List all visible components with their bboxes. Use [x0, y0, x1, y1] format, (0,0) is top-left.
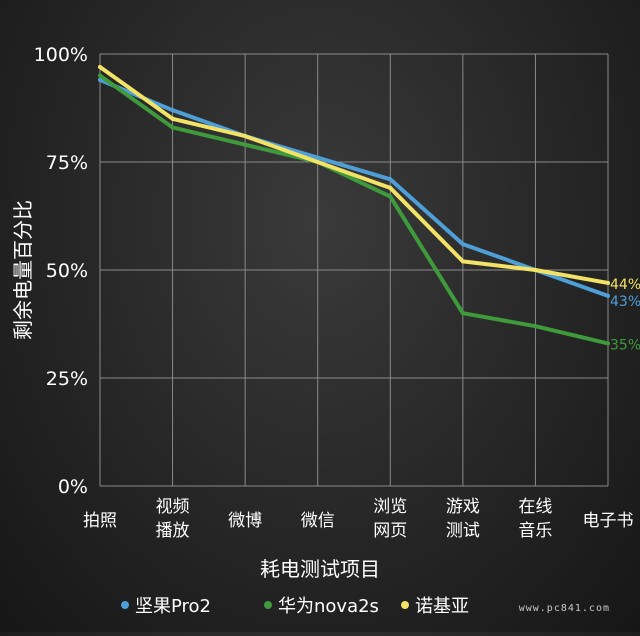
series-line-2 — [98, 64, 610, 285]
data-point — [388, 177, 393, 182]
end-value-label: 35% — [610, 337, 640, 353]
data-point — [315, 160, 320, 164]
x-tick-label: 游戏测试 — [446, 497, 480, 541]
data-point — [388, 194, 393, 199]
data-point — [533, 268, 538, 272]
series-line-1 — [98, 73, 610, 346]
x-tick-label: 拍照 — [83, 511, 117, 531]
data-point — [243, 142, 248, 147]
x-tick-label: 视频播放 — [156, 497, 190, 541]
data-point — [606, 293, 610, 298]
data-point — [98, 73, 102, 78]
legend-marker — [121, 601, 129, 609]
watermark: www.pc841.com — [518, 603, 610, 614]
y-tick-label: 25% — [46, 368, 88, 390]
x-tick-label: 电子书 — [583, 511, 634, 531]
data-point — [243, 134, 248, 139]
data-point — [460, 311, 465, 316]
data-point — [460, 259, 465, 264]
legend-label: 诺基亚 — [415, 596, 469, 617]
series-line-0 — [98, 77, 610, 298]
data-point — [606, 341, 610, 346]
end-value-label: 43% — [610, 294, 640, 310]
x-tick-label: 浏览网页 — [373, 497, 407, 541]
data-point — [170, 108, 175, 113]
legend-label: 坚果Pro2 — [135, 596, 211, 617]
x-axis-label: 耗电测试项目 — [260, 557, 380, 581]
data-point — [170, 116, 175, 121]
x-tick-label: 微博 — [228, 511, 262, 531]
legend-label: 华为nova2s — [278, 596, 379, 617]
legend-marker — [401, 601, 409, 609]
end-value-label: 44% — [610, 277, 640, 293]
data-point — [460, 242, 465, 247]
data-point — [606, 280, 610, 285]
y-tick-label: 50% — [46, 260, 88, 282]
data-point — [315, 155, 320, 160]
data-point — [533, 324, 538, 329]
x-tick-label: 在线音乐 — [518, 497, 552, 541]
y-tick-label: 100% — [34, 44, 88, 66]
x-tick-label: 微信 — [301, 511, 335, 531]
y-tick-label: 0% — [58, 476, 88, 498]
y-tick-label: 75% — [46, 152, 88, 174]
data-point — [170, 125, 175, 130]
data-point — [98, 77, 102, 82]
legend-marker — [264, 601, 272, 609]
data-point — [388, 185, 393, 190]
data-point — [98, 64, 102, 69]
y-axis-label: 剩余电量百分比 — [11, 200, 35, 340]
